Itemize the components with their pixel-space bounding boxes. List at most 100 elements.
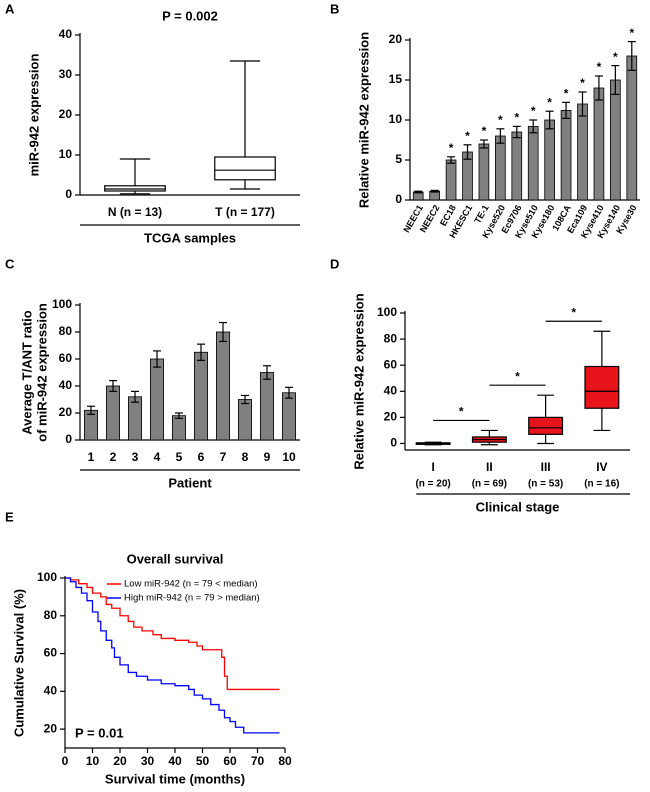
x-tick-label: 80 — [278, 754, 292, 768]
x-tick-label: T (n = 177) — [215, 205, 275, 219]
bar — [560, 110, 572, 201]
y-axis-label: Relative miR-942 expression — [356, 32, 371, 208]
y-tick-label: 20 — [59, 107, 73, 121]
x-tick-label: 40 — [168, 754, 182, 768]
bar — [259, 372, 274, 441]
y-axis-label: miR-942 expression — [26, 54, 41, 177]
x-tick-label: II — [486, 460, 493, 474]
bar — [215, 331, 230, 441]
y-axis-label: Relative miR-942 expression — [351, 293, 366, 469]
x-sublabel: (n = 53) — [528, 479, 563, 490]
box — [214, 156, 276, 181]
bar — [171, 415, 186, 441]
significance: * — [547, 95, 552, 109]
significance: * — [613, 50, 618, 64]
box — [584, 365, 620, 409]
y-tick-label: 20 — [44, 721, 58, 735]
x-tick-label: 50 — [196, 754, 210, 768]
y-tick-label: 15 — [389, 72, 403, 86]
significance: * — [459, 405, 464, 419]
y-tick-label: 60 — [44, 646, 58, 660]
bar — [478, 143, 490, 201]
y-tick-label: 0 — [390, 436, 397, 450]
x-tick-label: 0 — [62, 754, 69, 768]
y-axis-label: of miR-942 expression — [34, 303, 49, 442]
significance: * — [482, 124, 487, 138]
significance: * — [564, 87, 569, 101]
y-tick-label: 40 — [44, 684, 58, 698]
y-tick-label: 20 — [384, 410, 398, 424]
bar — [610, 79, 621, 201]
x-axis-label: Survival time (months) — [105, 771, 245, 786]
bar — [544, 119, 555, 201]
x-sublabel: (n = 20) — [415, 479, 450, 490]
bar — [193, 351, 208, 441]
x-tick-label: 5 — [176, 450, 183, 464]
x-tick-label: 10 — [86, 754, 100, 768]
panel-label: C — [5, 256, 15, 271]
legend-label: High miR-942 (n = 79 > median) — [124, 593, 260, 604]
x-tick-label: N (n = 13) — [108, 205, 162, 219]
y-tick-label: 40 — [59, 27, 73, 41]
x-axis-label: Clinical stage — [476, 499, 560, 514]
x-tick-label: 20 — [113, 754, 127, 768]
chart-title: Overall survival — [127, 551, 224, 566]
survival-curve — [65, 577, 280, 691]
x-tick-label: 4 — [154, 450, 161, 464]
bar — [237, 399, 252, 441]
x-tick-label: 10 — [282, 450, 296, 464]
y-tick-label: 100 — [377, 305, 397, 319]
annotation: P = 0.01 — [75, 725, 124, 740]
panel-label: A — [5, 1, 15, 16]
panel-label: E — [5, 509, 14, 524]
y-tick-label: 100 — [37, 570, 57, 584]
bar — [495, 135, 506, 201]
bar — [149, 358, 164, 441]
bar — [593, 87, 605, 201]
y-tick-label: 100 — [52, 297, 72, 311]
x-tick-label: 9 — [264, 450, 271, 464]
y-tick-label: 80 — [59, 324, 73, 338]
x-axis-label: Patient — [168, 475, 212, 490]
significance: * — [515, 369, 520, 383]
y-axis-label: Cumulative Survival (%) — [11, 589, 26, 737]
y-tick-label: 5 — [395, 152, 402, 166]
box — [528, 416, 564, 435]
x-tick-label: 8 — [242, 450, 249, 464]
bar — [577, 103, 588, 201]
x-tick-label: 1 — [88, 450, 95, 464]
x-sublabel: (n = 16) — [584, 479, 619, 490]
significance: * — [449, 141, 454, 155]
x-tick-label: 2 — [110, 450, 117, 464]
y-tick-label: 60 — [384, 357, 398, 371]
x-tick-label: 30 — [141, 754, 155, 768]
x-axis-label: TCGA samples — [144, 230, 236, 245]
y-tick-label: 10 — [59, 147, 73, 161]
y-tick-label: 0 — [395, 192, 402, 206]
legend-label: Low miR-942 (n = 79 < median) — [124, 579, 258, 590]
bar — [445, 159, 457, 201]
y-tick-label: 20 — [389, 32, 403, 46]
survival-curve — [65, 577, 280, 734]
x-tick-label: 7 — [220, 450, 227, 464]
x-sublabel: (n = 69) — [472, 479, 507, 490]
panel-label: D — [330, 256, 339, 271]
significance: * — [531, 104, 536, 118]
significance: * — [597, 60, 602, 74]
significance: * — [514, 111, 519, 125]
x-tick-label: I — [431, 460, 434, 474]
x-tick-label: IV — [596, 460, 607, 474]
panel-label: B — [330, 1, 339, 16]
significance: * — [629, 26, 634, 40]
bar — [106, 385, 121, 441]
bar — [281, 392, 296, 441]
chart-title: P = 0.002 — [162, 8, 218, 23]
bar — [127, 396, 142, 441]
significance: * — [580, 76, 585, 90]
bar — [527, 126, 539, 201]
x-tick-label: 3 — [132, 450, 139, 464]
significance: * — [571, 305, 576, 319]
y-tick-label: 80 — [44, 608, 58, 622]
bar — [626, 55, 638, 201]
